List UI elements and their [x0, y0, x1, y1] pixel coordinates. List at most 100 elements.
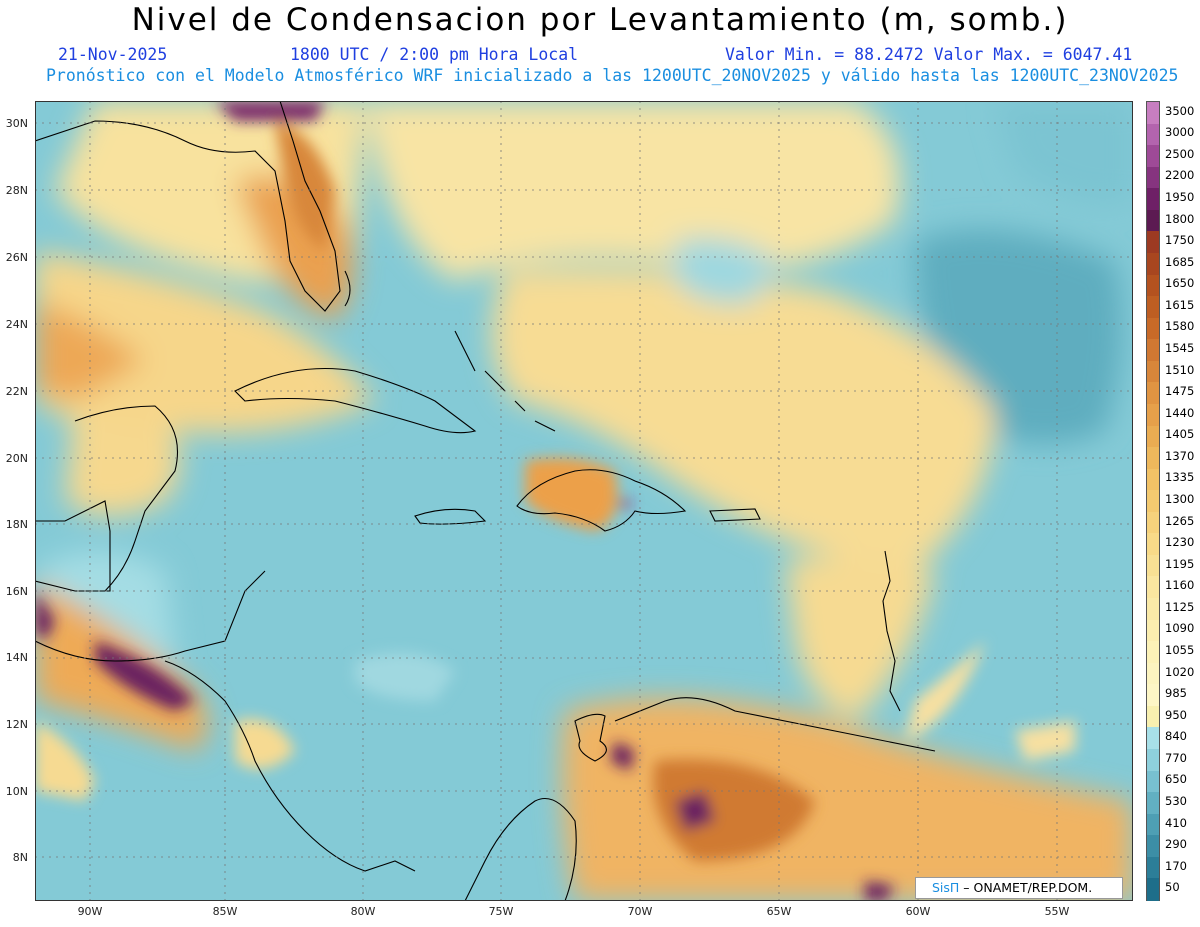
legend-swatch: [1147, 511, 1159, 534]
color-legend: [1146, 101, 1160, 901]
legend-level-label: 1405: [1165, 427, 1195, 442]
legend-level-label: 530: [1165, 793, 1187, 808]
forecast-date: 21-Nov-2025: [58, 45, 168, 64]
legend-level-label: 840: [1165, 729, 1187, 744]
legend-level-label: 650: [1165, 772, 1187, 787]
legend-swatch: [1147, 576, 1159, 599]
legend-swatch: [1147, 813, 1159, 836]
legend-level-label: 1125: [1165, 599, 1195, 614]
coastlines: [35, 101, 936, 901]
legend-level-label: 1195: [1165, 556, 1195, 571]
legend-swatch: [1147, 835, 1159, 858]
chart-title: Nivel de Condensacion por Levantamiento …: [131, 2, 1069, 38]
legend-swatch: [1147, 317, 1159, 340]
legend-level-label: 950: [1165, 707, 1187, 722]
lat-label-10n: 10N: [5, 785, 28, 798]
legend-swatch: [1147, 684, 1159, 707]
lon-label-90w: 90W: [77, 905, 103, 918]
legend-swatch: [1147, 727, 1159, 750]
legend-level-label: 770: [1165, 750, 1187, 765]
legend-level-label: 2500: [1165, 146, 1195, 161]
lat-label-28n: 28N: [5, 184, 28, 197]
lat-label-16n: 16N: [5, 585, 28, 598]
legend-level-label: 290: [1165, 837, 1187, 852]
legend-swatch: [1147, 231, 1159, 254]
legend-swatch: [1147, 705, 1159, 729]
credit-text: – ONAMET/REP.DOM.: [959, 880, 1093, 895]
legend-swatch: [1147, 468, 1159, 491]
legend-level-label: 2200: [1165, 168, 1195, 183]
legend-swatch: [1147, 749, 1159, 772]
lat-label-8n: 8N: [12, 851, 28, 864]
legend-swatch: [1147, 641, 1159, 664]
legend-level-label: 3000: [1165, 125, 1195, 140]
legend-swatch: [1147, 878, 1159, 901]
lat-label-14n: 14N: [5, 651, 28, 664]
forecast-time: 1800 UTC / 2:00 pm Hora Local: [290, 45, 579, 64]
legend-swatch: [1147, 166, 1159, 189]
legend-swatch: [1147, 360, 1159, 383]
lat-label-26n: 26N: [5, 251, 28, 264]
legend-swatch: [1147, 382, 1159, 405]
lat-label-20n: 20N: [5, 452, 28, 465]
lon-label-85w: 85W: [212, 905, 238, 918]
lat-label-30n: 30N: [5, 117, 28, 130]
min-max-values: Valor Min. = 88.2472 Valor Max. = 6047.4…: [725, 45, 1133, 64]
map-frame: [35, 101, 1133, 901]
lat-label-24n: 24N: [5, 318, 28, 331]
legend-swatch: [1147, 339, 1159, 362]
legend-level-label: 410: [1165, 815, 1187, 830]
legend-level-label: 1265: [1165, 513, 1195, 528]
legend-swatch: [1147, 447, 1159, 470]
legend-level-label: 1685: [1165, 254, 1195, 269]
legend-level-label: 1475: [1165, 384, 1195, 399]
lon-label-75w: 75W: [488, 905, 514, 918]
legend-swatch: [1147, 123, 1159, 146]
legend-swatch: [1147, 403, 1159, 427]
model-note: Pronóstico con el Modelo Atmosférico WRF…: [46, 66, 1179, 85]
legend-level-label: 1615: [1165, 297, 1195, 312]
legend-swatch: [1147, 274, 1159, 297]
legend-swatch: [1147, 598, 1159, 621]
legend-swatch: [1147, 533, 1159, 556]
legend-level-label: 1090: [1165, 621, 1195, 636]
legend-level-label: 1370: [1165, 448, 1195, 463]
legend-swatch: [1147, 856, 1159, 880]
legend-level-label: 1335: [1165, 470, 1195, 485]
legend-level-label: 170: [1165, 858, 1187, 873]
lon-label-70w: 70W: [627, 905, 653, 918]
legend-swatch: [1147, 102, 1159, 125]
legend-level-label: 1950: [1165, 190, 1195, 205]
legend-swatch: [1147, 145, 1159, 168]
legend-swatch: [1147, 619, 1159, 642]
legend-level-label: 50: [1165, 880, 1180, 895]
legend-level-label: 1055: [1165, 642, 1195, 657]
legend-swatch: [1147, 296, 1159, 319]
legend-level-label: 1580: [1165, 319, 1195, 334]
legend-swatch: [1147, 662, 1159, 685]
legend-swatch: [1147, 792, 1159, 815]
field-detail: [35, 101, 1075, 901]
legend-swatch: [1147, 209, 1159, 232]
legend-level-label: 985: [1165, 686, 1187, 701]
legend-level-label: 1020: [1165, 664, 1195, 679]
legend-swatch: [1147, 490, 1159, 513]
lon-label-65w: 65W: [766, 905, 792, 918]
legend-level-label: 1800: [1165, 211, 1195, 226]
legend-swatch: [1147, 188, 1159, 211]
legend-swatch: [1147, 252, 1159, 276]
legend-level-label: 1300: [1165, 492, 1195, 506]
legend-level-label: 3500: [1165, 103, 1195, 118]
legend-swatch: [1147, 770, 1159, 793]
lat-label-18n: 18N: [5, 518, 28, 531]
graticule: [35, 101, 1133, 901]
legend-level-label: 1160: [1165, 578, 1195, 593]
legend-level-label: 1750: [1165, 233, 1195, 248]
forecast-map: [35, 101, 1133, 901]
legend-level-label: 1230: [1165, 535, 1195, 550]
lon-label-55w: 55W: [1044, 905, 1070, 918]
lon-label-60w: 60W: [905, 905, 931, 918]
legend-level-label: 1545: [1165, 341, 1195, 356]
lat-label-22n: 22N: [5, 385, 28, 398]
lon-label-80w: 80W: [350, 905, 376, 918]
